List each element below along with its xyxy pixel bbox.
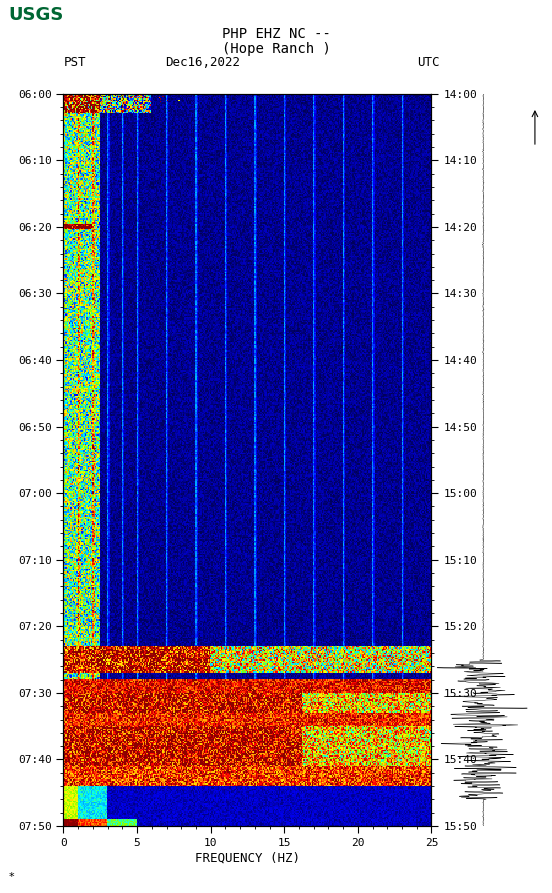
Text: (Hope Ranch ): (Hope Ranch ) (221, 42, 331, 56)
Text: PST: PST (63, 56, 86, 70)
Text: USGS: USGS (8, 6, 63, 24)
X-axis label: FREQUENCY (HZ): FREQUENCY (HZ) (195, 852, 300, 865)
Text: PHP EHZ NC --: PHP EHZ NC -- (221, 27, 331, 41)
Text: *: * (8, 872, 14, 882)
Text: Dec16,2022: Dec16,2022 (166, 56, 241, 70)
Text: UTC: UTC (417, 56, 439, 70)
